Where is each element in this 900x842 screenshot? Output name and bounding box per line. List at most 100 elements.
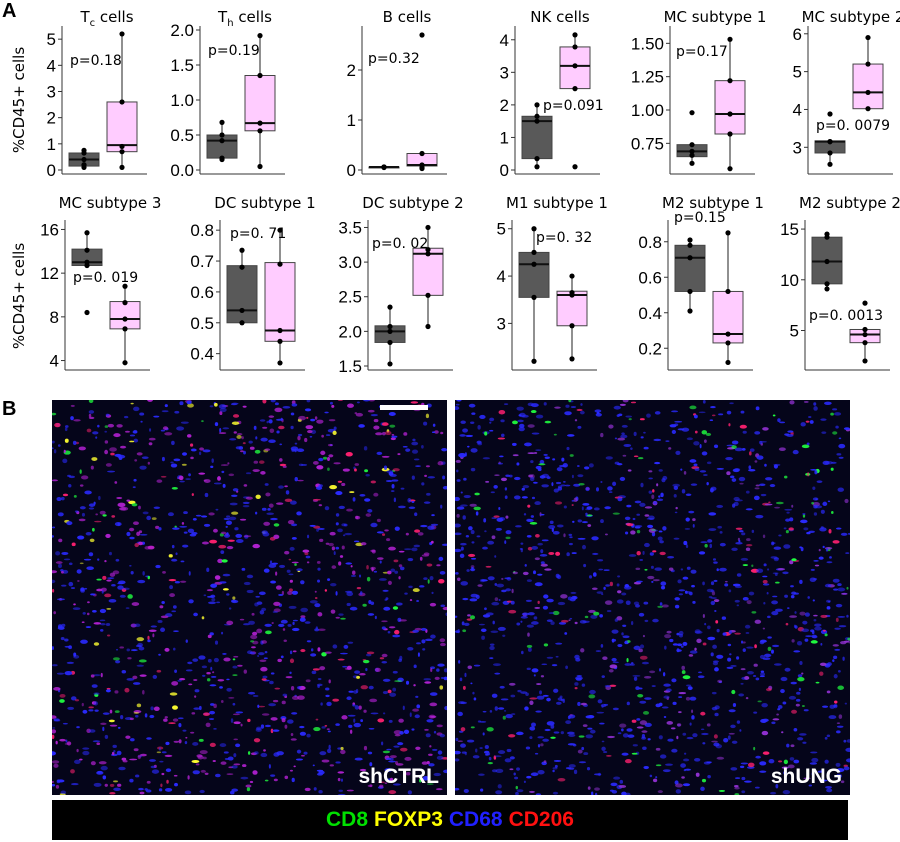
cell-signal (782, 571, 789, 575)
cell-signal (739, 482, 744, 485)
cell-signal (821, 431, 827, 434)
cell-signal (260, 437, 268, 442)
cell-signal (637, 457, 644, 460)
cell-signal (760, 672, 766, 677)
cell-signal (470, 448, 478, 453)
cell-signal (619, 476, 626, 482)
cell-signal (456, 506, 465, 510)
cell-signal (432, 748, 438, 751)
cell-signal (837, 669, 841, 673)
cell-signal (533, 616, 538, 620)
cell-signal (384, 529, 389, 532)
cell-signal (411, 441, 419, 446)
cell-signal (523, 780, 526, 783)
cell-signal (335, 616, 340, 619)
cell-signal (568, 542, 573, 546)
cell-signal (755, 755, 761, 759)
cell-signal (113, 780, 118, 783)
box-shctrl (226, 265, 258, 324)
cell-signal (776, 713, 780, 716)
cell-signal (546, 697, 551, 702)
cell-signal (636, 718, 641, 721)
cell-signal (299, 686, 304, 691)
plot-title: M2 subtype 1 (662, 194, 764, 212)
cell-signal (716, 504, 724, 509)
cell-signal (319, 751, 327, 756)
cell-signal (638, 612, 645, 617)
cell-signal (417, 532, 424, 536)
cell-signal (274, 407, 283, 413)
cell-signal (799, 546, 803, 549)
cell-signal (219, 427, 222, 433)
cell-signal (577, 537, 586, 540)
cell-signal (138, 530, 143, 534)
cell-signal (554, 764, 558, 768)
cell-signal (813, 402, 817, 406)
cell-signal (376, 531, 384, 534)
cell-signal (655, 747, 661, 751)
y-tick-label: 0.6 (638, 268, 662, 287)
cell-signal (101, 590, 104, 594)
cell-signal (525, 599, 532, 602)
cell-signal (279, 463, 287, 467)
cell-signal (494, 597, 499, 602)
cell-signal (287, 623, 292, 627)
cell-signal (332, 430, 337, 436)
cell-signal (736, 720, 741, 724)
cell-signal (292, 621, 295, 625)
cell-signal (299, 725, 305, 729)
cell-signal (504, 495, 508, 499)
cell-signal (390, 490, 395, 492)
cell-signal (787, 430, 794, 433)
cell-signal (149, 714, 155, 719)
cell-signal (321, 434, 324, 438)
cell-signal (171, 558, 178, 562)
cell-signal (566, 552, 570, 557)
cell-signal (291, 590, 299, 595)
cell-signal (518, 426, 525, 432)
cell-signal (161, 772, 165, 776)
cell-signal (748, 591, 755, 596)
cell-signal (814, 470, 818, 475)
cell-signal (633, 676, 638, 681)
cell-signal (212, 759, 216, 763)
cell-signal (537, 467, 542, 472)
cell-signal (544, 728, 551, 732)
cell-signal (604, 533, 608, 536)
cell-signal (331, 565, 337, 569)
cell-signal (719, 567, 727, 572)
cell-signal (260, 724, 265, 729)
cell-signal (647, 524, 654, 529)
cell-signal (307, 430, 313, 434)
cell-signal (505, 714, 513, 719)
cell-signal (782, 789, 791, 795)
cell-signal (813, 614, 818, 617)
cell-signal (838, 714, 843, 719)
cell-signal (497, 626, 506, 631)
cell-signal (99, 623, 106, 626)
cell-signal (428, 753, 433, 756)
cell-signal (363, 446, 368, 451)
cell-signal (719, 531, 723, 534)
cell-signal (398, 550, 405, 553)
cell-signal (362, 659, 370, 664)
cell-signal (483, 518, 487, 523)
cell-signal (842, 656, 845, 661)
cell-signal (431, 591, 434, 595)
cell-signal (540, 743, 544, 747)
cell-signal (509, 768, 514, 771)
cell-signal (680, 468, 683, 471)
cell-signal (674, 423, 679, 427)
cell-signal (161, 751, 167, 754)
cell-signal (730, 664, 737, 667)
cell-signal (600, 643, 604, 648)
cell-signal (209, 405, 214, 408)
cell-signal (529, 521, 538, 525)
cell-signal (529, 736, 533, 740)
cell-signal (156, 479, 163, 483)
cell-signal (524, 706, 529, 711)
cell-signal (691, 709, 694, 714)
cell-signal (755, 484, 760, 487)
cell-signal (728, 732, 735, 735)
cell-signal (716, 568, 719, 572)
